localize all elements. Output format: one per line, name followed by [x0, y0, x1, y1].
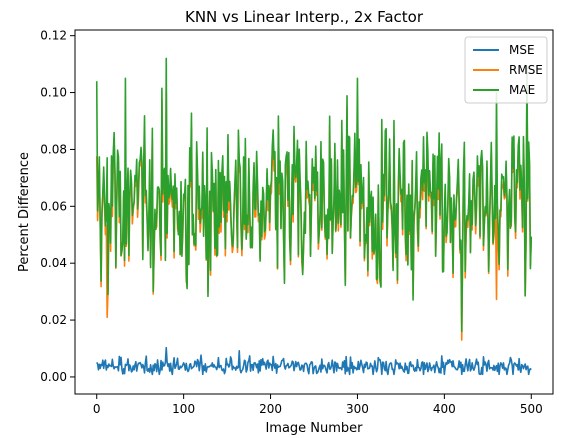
y-tick-label: 0.12 [40, 29, 67, 43]
y-tick-label: 0.04 [40, 256, 67, 270]
x-tick-label: 200 [259, 402, 282, 416]
x-tick-label: 300 [346, 402, 369, 416]
y-tick-label: 0.02 [40, 313, 67, 327]
legend-box [464, 36, 548, 104]
x-axis-ticks: 0 100 200 300 400 500 [93, 394, 543, 416]
x-tick-label: 400 [433, 402, 456, 416]
legend: MSE RMSE MAE [464, 36, 548, 104]
series-line-mae [95, 57, 533, 333]
y-axis-ticks: 0.00 0.02 0.04 0.06 0.08 0.10 0.12 [40, 29, 75, 384]
y-tick-label: 0.10 [40, 86, 67, 100]
plot-lines [95, 57, 533, 376]
y-tick-label: 0.08 [40, 142, 67, 156]
y-tick-label: 0.00 [40, 370, 67, 384]
y-tick-label: 0.06 [40, 199, 67, 213]
plot-frame [74, 29, 554, 395]
x-tick-label: 100 [172, 402, 195, 416]
legend-label-mse: MSE [509, 43, 535, 57]
legend-label-mae: MAE [509, 83, 535, 97]
legend-label-rmse: RMSE [509, 63, 543, 77]
x-axis-label: Image Number [265, 421, 363, 436]
y-axis-label: Percent Difference [17, 152, 32, 272]
x-tick-label: 500 [520, 402, 543, 416]
chart-title: KNN vs Linear Interp., 2x Factor [185, 8, 424, 26]
series-line-mse [96, 346, 532, 376]
x-tick-label: 0 [93, 402, 101, 416]
